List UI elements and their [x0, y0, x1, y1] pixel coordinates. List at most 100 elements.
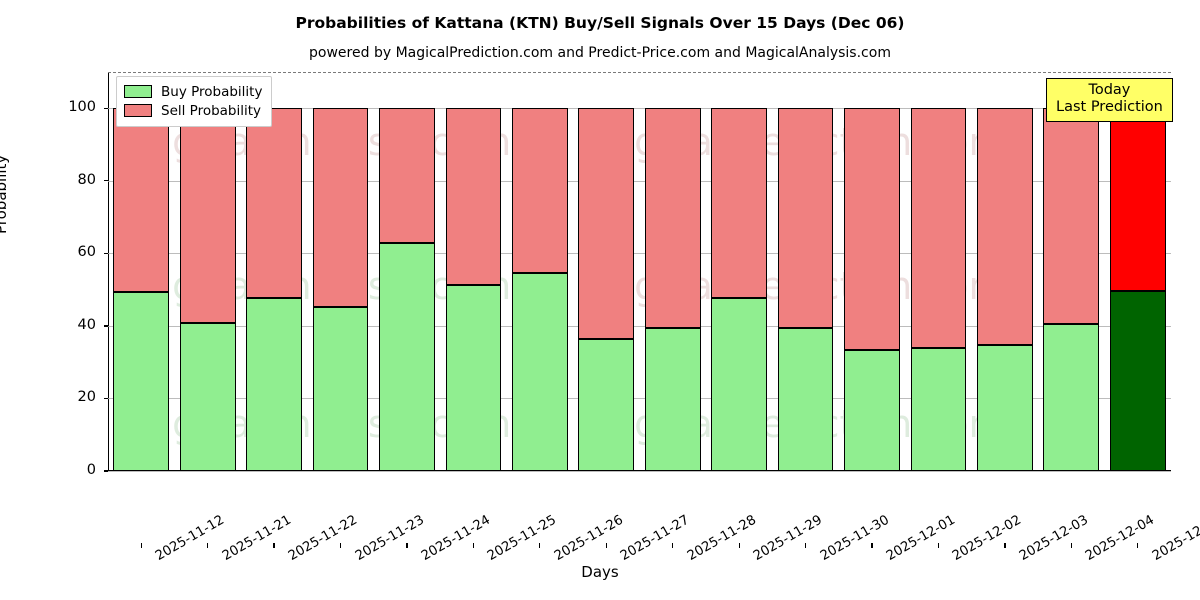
gridline-y-40	[108, 325, 1171, 327]
bar-segment-buy[interactable]	[511, 272, 568, 471]
bar-segment-buy[interactable]	[379, 243, 435, 471]
bar-group[interactable]	[246, 72, 302, 471]
bar-group[interactable]	[711, 72, 768, 471]
x-tick-mark	[871, 543, 873, 548]
bar-group[interactable]	[644, 72, 701, 471]
bar-group[interactable]	[1043, 72, 1100, 471]
bar-segment-buy[interactable]	[179, 323, 236, 471]
bar-segment-sell[interactable]	[511, 108, 568, 273]
bar-group[interactable]	[777, 72, 834, 471]
bar-segment-buy[interactable]	[578, 339, 635, 471]
bar-segment-buy[interactable]	[844, 349, 900, 471]
x-tick-mark	[738, 543, 740, 548]
bar-group[interactable]	[910, 72, 967, 471]
bar-segment-buy[interactable]	[777, 327, 834, 471]
y-tick-mark	[103, 107, 108, 109]
today-annotation: Today Last Prediction	[1046, 78, 1173, 123]
bar-group[interactable]	[977, 72, 1033, 471]
dashed-reference-line	[108, 72, 1171, 73]
x-tick-mark	[937, 543, 940, 548]
bar-group[interactable]	[578, 72, 635, 471]
bar-group[interactable]	[1109, 72, 1166, 471]
x-tick-mark	[672, 543, 674, 548]
bar-segment-buy[interactable]	[977, 345, 1033, 471]
bar-group[interactable]	[113, 72, 170, 471]
bar-group[interactable]	[844, 72, 900, 471]
bar-segment-sell[interactable]	[312, 108, 369, 307]
bar-segment-sell[interactable]	[578, 108, 635, 340]
bar-segment-sell[interactable]	[910, 108, 967, 348]
bar-segment-sell[interactable]	[977, 108, 1033, 346]
y-tick-label: 20	[77, 389, 96, 406]
gridline-y-20	[108, 398, 1171, 400]
x-tick-mark	[406, 543, 408, 548]
x-tick-mark	[472, 543, 475, 548]
y-tick-label: 40	[77, 316, 96, 333]
x-tick-mark	[539, 543, 541, 548]
x-tick-mark	[1070, 543, 1072, 548]
bar-segment-buy[interactable]	[1109, 291, 1166, 471]
bar-segment-sell[interactable]	[113, 108, 170, 292]
gridline-y-80	[108, 180, 1171, 182]
chart-subtitle: powered by MagicalPrediction.com and Pre…	[309, 45, 891, 61]
bar-segment-sell[interactable]	[844, 108, 900, 350]
plot-area: MagicalAnalysis.comMagicalPrediction.com…	[68, 72, 1200, 564]
plot-frame	[108, 72, 1171, 471]
y-tick-mark	[103, 252, 108, 254]
gridline-y-100	[108, 108, 1171, 110]
y-tick-mark	[103, 397, 108, 400]
bar-segment-sell[interactable]	[1043, 108, 1100, 325]
x-tick-mark	[605, 543, 607, 548]
y-axis-label: Probability	[0, 154, 10, 234]
bar-segment-sell[interactable]	[644, 108, 701, 329]
y-tick-mark	[103, 470, 108, 472]
bar-segment-buy[interactable]	[910, 347, 967, 471]
x-tick-mark	[1137, 543, 1139, 548]
x-tick-mark	[1004, 543, 1006, 548]
x-tick-mark	[339, 543, 342, 548]
gridline-y-60	[108, 253, 1171, 255]
bar-group[interactable]	[312, 72, 369, 471]
chart-title: Probabilities of Kattana (KTN) Buy/Sell …	[295, 14, 905, 32]
bar-segment-sell[interactable]	[179, 108, 236, 323]
bar-segment-buy[interactable]	[312, 306, 369, 471]
x-tick-mark	[140, 543, 142, 548]
bar-segment-buy[interactable]	[1043, 324, 1100, 471]
bar-segment-buy[interactable]	[113, 291, 170, 471]
legend-swatch-sell	[124, 104, 152, 117]
gridline-y-0	[108, 471, 1171, 472]
bar-group[interactable]	[179, 72, 236, 471]
bar-segment-sell[interactable]	[379, 108, 435, 244]
y-tick-mark	[103, 180, 108, 182]
legend-label-sell: Sell Probability	[161, 102, 262, 119]
legend-item-sell: Sell Probability	[124, 101, 262, 120]
bar-segment-sell[interactable]	[777, 108, 834, 328]
bar-group[interactable]	[445, 72, 502, 471]
legend-swatch-buy	[124, 85, 152, 98]
y-tick-label: 100	[68, 99, 96, 116]
bar-segment-sell[interactable]	[445, 108, 502, 286]
bar-group[interactable]	[379, 72, 435, 471]
legend-label-buy: Buy Probability	[161, 83, 263, 100]
today-annotation-line2: Last Prediction	[1056, 99, 1163, 116]
bar-segment-sell[interactable]	[711, 108, 768, 298]
y-tick-label: 80	[77, 171, 96, 188]
x-tick-mark	[804, 543, 807, 548]
y-tick-label: 0	[86, 462, 96, 478]
today-annotation-line1: Today	[1088, 82, 1131, 98]
bar-segment-buy[interactable]	[246, 297, 302, 471]
x-tick-mark	[273, 543, 275, 548]
x-tick-mark	[207, 543, 209, 548]
bar-segment-buy[interactable]	[711, 297, 768, 471]
bar-segment-buy[interactable]	[445, 285, 502, 471]
bar-segment-sell[interactable]	[1109, 108, 1166, 292]
bar-group[interactable]	[511, 72, 568, 471]
bar-segment-buy[interactable]	[644, 328, 701, 471]
y-tick-mark	[103, 325, 108, 327]
bar-segment-sell[interactable]	[246, 108, 302, 298]
x-axis-label: Days	[581, 563, 619, 581]
y-tick-label: 60	[77, 244, 96, 261]
legend-item-buy: Buy Probability	[124, 82, 262, 101]
chart-legend: Buy Probability Sell Probability	[116, 76, 273, 127]
